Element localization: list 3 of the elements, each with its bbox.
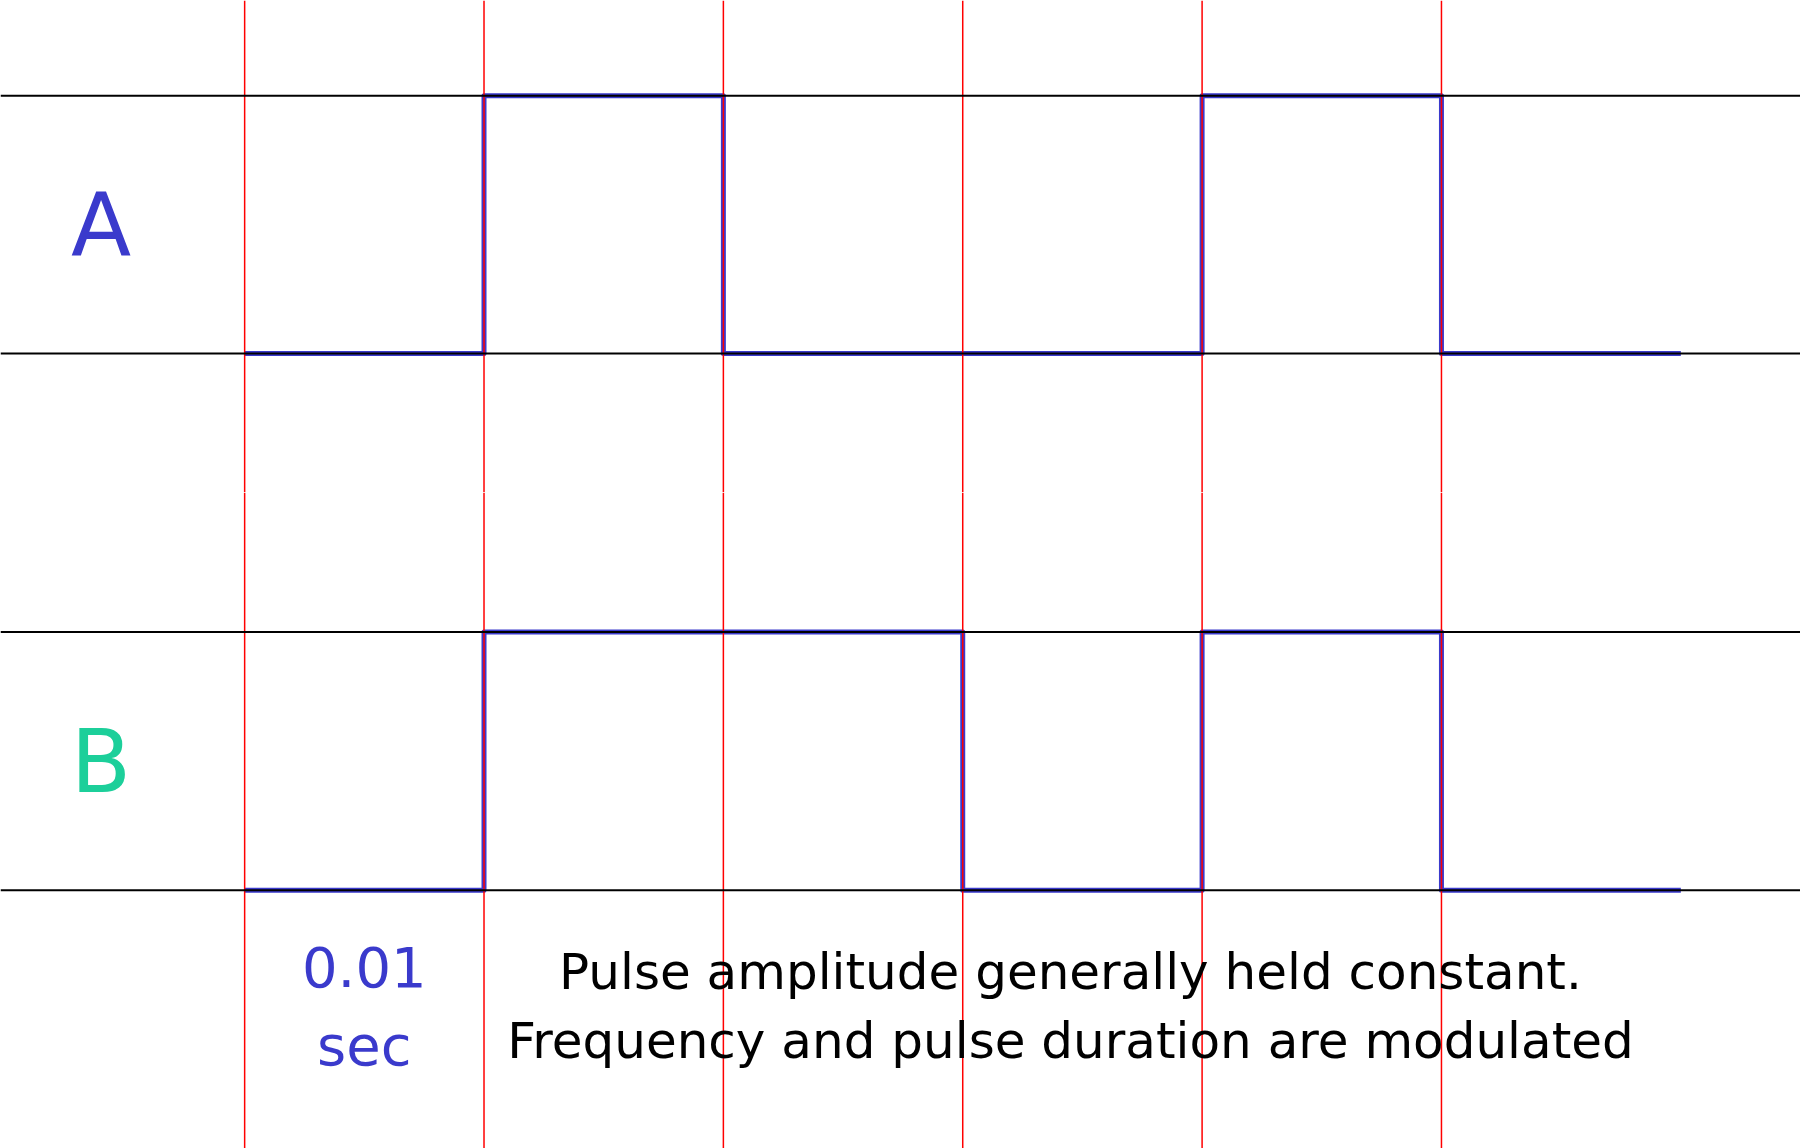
y-axis-title: A <box>70 173 132 277</box>
y-axis-title: B <box>70 709 132 813</box>
text: 0.01 sec <box>301 934 427 1078</box>
